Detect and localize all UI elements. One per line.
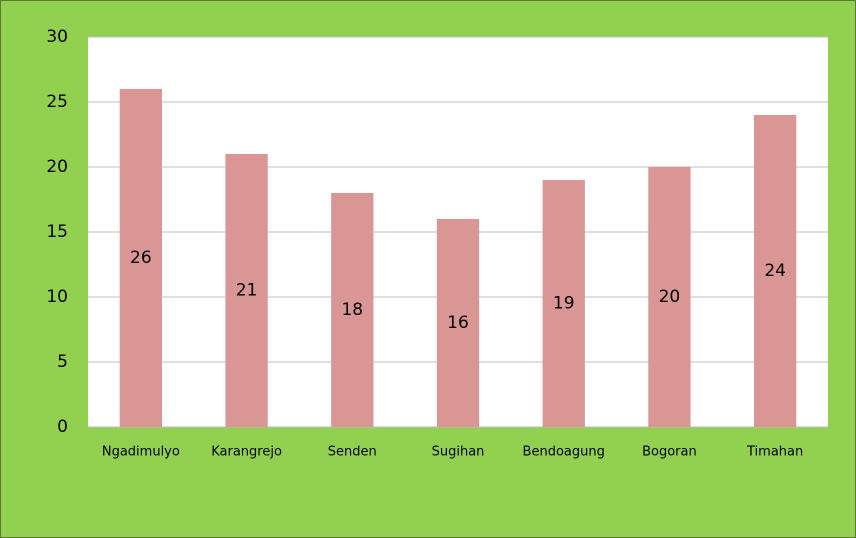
bar [648, 167, 691, 427]
data-label: 20 [659, 287, 681, 307]
y-tick-label: 0 [57, 417, 68, 437]
x-tick-label: Bogoran [642, 445, 697, 460]
data-label: 21 [236, 281, 258, 301]
x-tick-label: Sugihan [432, 445, 485, 460]
x-tick-label: Senden [328, 445, 377, 460]
x-tick-label: Bendoagung [523, 445, 605, 460]
bar [331, 193, 374, 427]
y-tick-label: 30 [46, 27, 68, 47]
bar [225, 154, 268, 427]
y-tick-label: 20 [46, 157, 68, 177]
y-tick-label: 25 [46, 92, 68, 112]
bar [436, 219, 480, 427]
data-label: 19 [553, 294, 575, 314]
data-label: 26 [130, 248, 152, 268]
y-tick-label: 15 [46, 222, 68, 242]
y-tick-label: 5 [57, 352, 68, 372]
x-tick-label: Karangrejo [211, 445, 282, 460]
data-label: 18 [341, 300, 363, 320]
bar [754, 115, 797, 427]
x-tick-label: Timahan [746, 445, 803, 460]
y-tick-label: 10 [46, 287, 68, 307]
x-tick-label: Ngadimulyo [102, 445, 180, 460]
data-label: 16 [447, 313, 469, 333]
bar [119, 89, 162, 427]
data-label: 24 [764, 261, 786, 281]
bar [542, 180, 585, 427]
